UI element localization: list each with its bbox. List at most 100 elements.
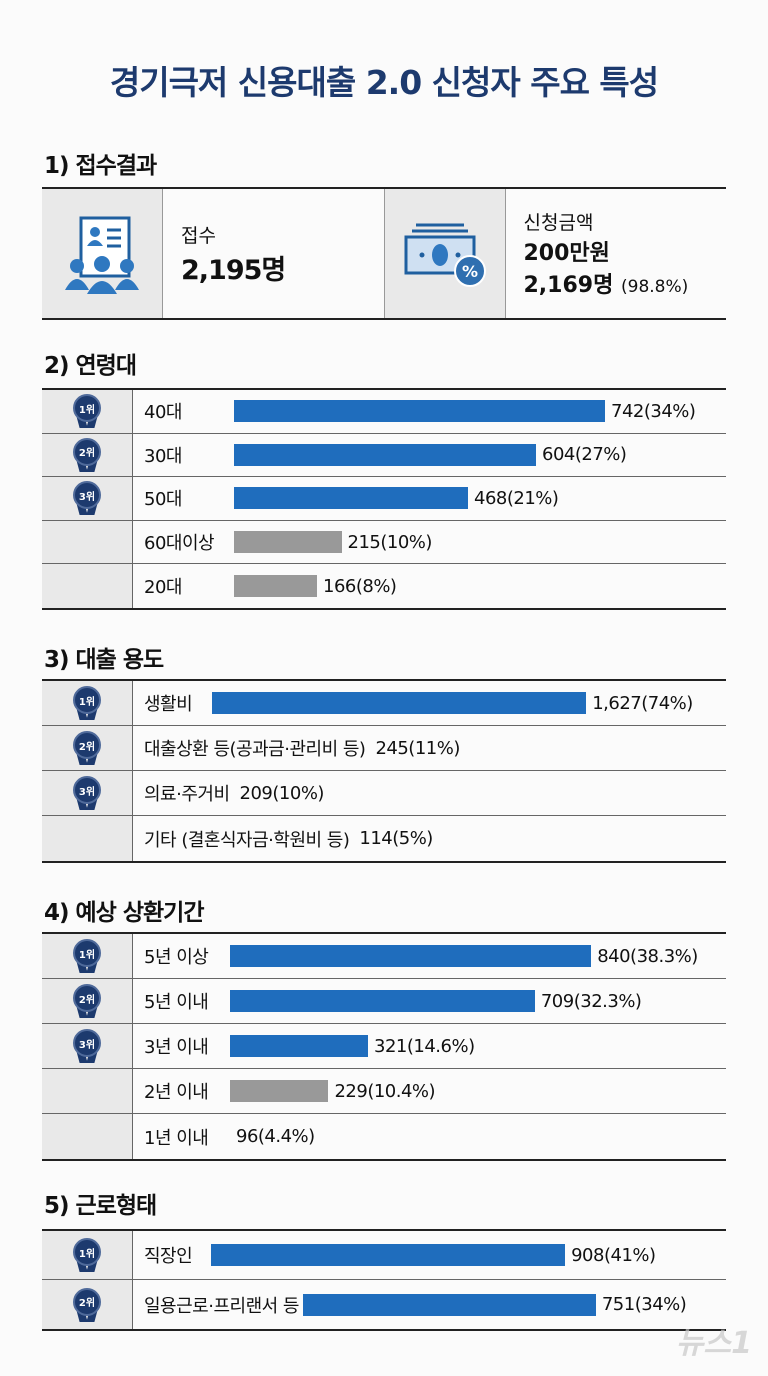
chart-row: 2위 일용근로·프리랜서 등 751(34%)	[42, 1280, 726, 1329]
value-label: 321(14.6%)	[374, 1035, 475, 1057]
rank-cell	[42, 816, 133, 861]
chart-title: 4) 예상 상환기간	[44, 900, 204, 926]
rank-medal-icon: 3위	[73, 1029, 101, 1063]
category-label: 5년 이내	[144, 992, 209, 1013]
rank-medal-icon: 2위	[73, 1287, 101, 1322]
rank-label: 2위	[73, 731, 101, 759]
chart-row: 2위 5년 이내 709(32.3%)	[42, 979, 726, 1024]
bar-chart-table: 1위 40대 742(34%) 2위 30대 604(27%) 3위 50대 468(21%) 6…	[42, 388, 726, 610]
value-label: 742(34%)	[611, 400, 696, 422]
value-label: 166(8%)	[323, 575, 397, 597]
chart-row: 3위 의료·주거비 209(10%)	[42, 771, 726, 816]
value-label: 709(32.3%)	[540, 990, 642, 1012]
value-label: 245(11%)	[375, 737, 460, 759]
chart-title: 5) 근로형태	[44, 1193, 157, 1219]
rank-label: 3위	[73, 481, 101, 510]
category-label: 50대	[144, 489, 182, 511]
receipt-summary: 접수 2,195명 % 신청금액 200만원 2,169명 (98.8%)	[42, 187, 726, 320]
bar	[230, 945, 592, 967]
rank-cell: 2위	[42, 1280, 133, 1329]
bar	[230, 1080, 329, 1102]
bar	[302, 1293, 596, 1316]
rank-cell: 3위	[42, 1024, 133, 1068]
rank-label: 3위	[73, 776, 101, 804]
rank-cell: 2위	[42, 726, 133, 770]
rank-medal-icon: 2위	[73, 984, 101, 1018]
rank-label: 3위	[73, 1029, 101, 1057]
category-label: 생활비	[144, 694, 193, 715]
rank-cell	[42, 1114, 133, 1159]
rank-cell	[42, 564, 133, 608]
category-label: 40대	[144, 402, 182, 424]
rank-cell: 1위	[42, 934, 133, 978]
category-label: 30대	[144, 445, 182, 467]
category-label: 1년 이내	[144, 1127, 209, 1149]
apply-label: 신청금액	[523, 212, 594, 234]
rank-label: 2위	[73, 984, 101, 1012]
chart-row: 3위 50대 468(21%)	[42, 477, 726, 521]
chart-row: 기타 (결혼식자금·학원비 등) 114(5%)	[42, 816, 726, 861]
apply-count: 2,169명	[523, 273, 614, 298]
category-label: 의료·주거비	[144, 784, 230, 805]
value-label: 114(5%)	[359, 828, 433, 849]
svg-text:%: %	[461, 262, 477, 281]
chart-row: 2위 30대 604(27%)	[42, 433, 726, 478]
chart-title: 3) 대출 용도	[44, 647, 164, 673]
receipt-label: 접수	[181, 224, 216, 247]
category-label: 2년 이내	[144, 1082, 209, 1103]
bar	[234, 487, 468, 510]
category-label: 일용근로·프리랜서 등	[144, 1295, 299, 1317]
bar	[234, 400, 605, 423]
rank-cell: 1위	[42, 390, 133, 433]
rank-cell	[42, 520, 133, 564]
apply-amount: 200만원	[523, 241, 610, 266]
bar	[230, 1035, 369, 1057]
category-label: 60대이상	[144, 533, 215, 555]
rank-medal-icon: 1위	[73, 939, 101, 973]
chart-title: 2) 연령대	[44, 353, 137, 379]
category-label: 기타 (결혼식자금·학원비 등)	[144, 829, 350, 851]
section-heading-receipt: 1) 접수결과	[44, 153, 157, 179]
chart-row: 1위 직장인 908(41%)	[42, 1231, 726, 1280]
chart-row: 2년 이내 229(10.4%)	[42, 1069, 726, 1114]
chart-row: 2위 대출상환 등(공과금·관리비 등) 245(11%)	[42, 726, 726, 771]
category-label: 대출상환 등(공과금·관리비 등)	[144, 739, 366, 760]
value-label: 1,627(74%)	[592, 692, 693, 714]
chart-row: 1년 이내 96(4.4%)	[42, 1114, 726, 1159]
rank-label: 1위	[73, 394, 101, 423]
value-label: 751(34%)	[601, 1294, 687, 1315]
news1-watermark: 뉴스1	[675, 1326, 752, 1361]
value-label: 908(41%)	[571, 1244, 656, 1266]
rank-cell: 3위	[42, 771, 133, 815]
rank-cell: 2위	[42, 979, 133, 1023]
rank-label: 1위	[73, 1238, 101, 1266]
rank-label: 2위	[73, 1287, 101, 1316]
chart-row: 1위 생활비 1,627(74%)	[42, 681, 726, 726]
receipt-value: 2,195명	[181, 254, 286, 286]
value-label: 209(10%)	[239, 782, 325, 804]
chart-row: 20대 166(8%)	[42, 564, 726, 608]
bar	[212, 692, 587, 714]
bar	[230, 990, 535, 1012]
rank-label: 1위	[73, 686, 101, 714]
apply-amount-info: 신청금액 200만원 2,169명 (98.8%)	[506, 189, 727, 318]
rank-cell	[42, 1069, 133, 1113]
apply-pct: (98.8%)	[621, 277, 689, 297]
bar-chart-table: 1위 5년 이상 840(38.3%) 2위 5년 이내 709(32.3%) 3위 3년 이…	[42, 932, 726, 1161]
bar-chart-table: 1위 생활비 1,627(74%) 2위 대출상환 등(공과금·관리비 등) 245(11…	[42, 679, 726, 863]
category-label: 직장인	[144, 1246, 193, 1267]
rank-label: 1위	[73, 939, 101, 967]
category-label: 20대	[144, 577, 182, 599]
rank-medal-icon: 1위	[73, 686, 101, 720]
value-label: 840(38.3%)	[597, 945, 698, 967]
category-label: 5년 이상	[144, 947, 209, 968]
rank-medal-icon: 3위	[73, 776, 101, 810]
rank-medal-icon: 2위	[73, 437, 101, 472]
chart-row: 1위 5년 이상 840(38.3%)	[42, 934, 726, 979]
chart-row: 3위 3년 이내 321(14.6%)	[42, 1024, 726, 1069]
bar	[234, 443, 536, 466]
rank-medal-icon: 1위	[73, 394, 101, 429]
chart-row: 60대이상 215(10%)	[42, 520, 726, 565]
rank-medal-icon: 3위	[73, 481, 101, 516]
value-label: 229(10.4%)	[334, 1080, 436, 1102]
